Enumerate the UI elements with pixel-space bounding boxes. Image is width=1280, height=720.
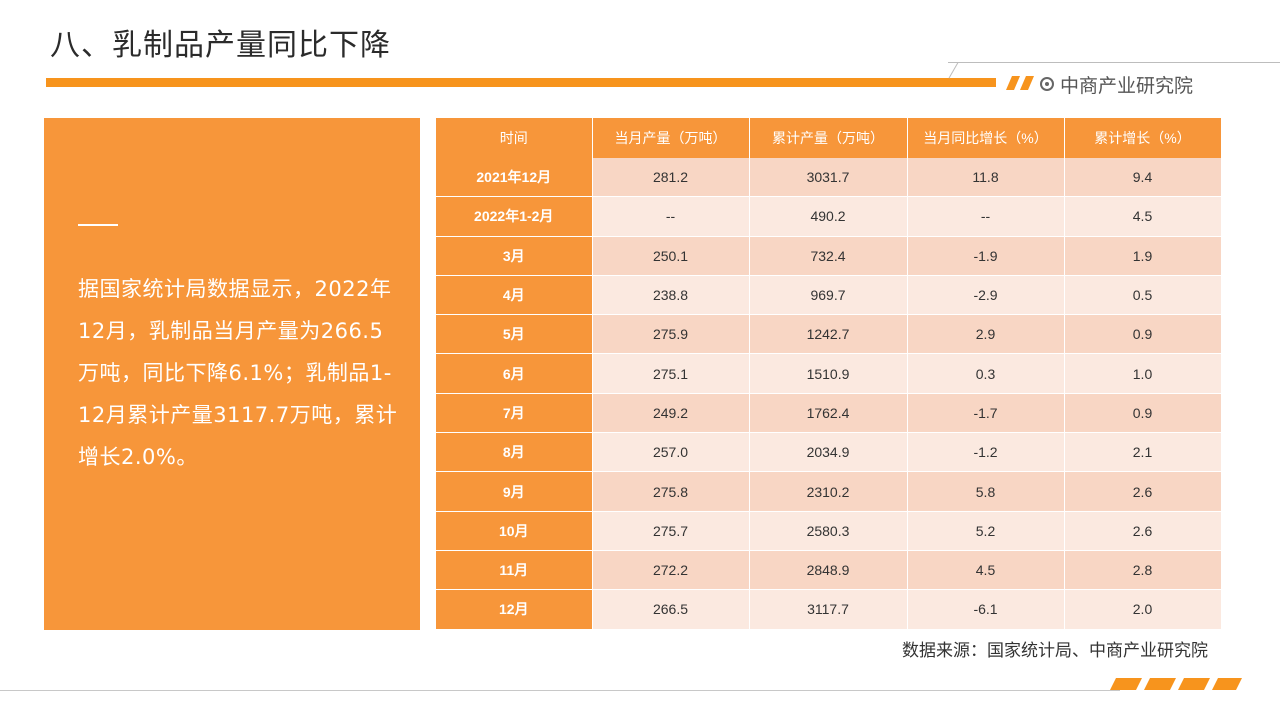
table-cell: 1762.4 <box>749 393 908 434</box>
table-cell: 2.0 <box>1064 589 1222 630</box>
data-source-note: 数据来源：国家统计局、中商产业研究院 <box>902 641 1208 661</box>
table-cell: 2.6 <box>1064 511 1222 551</box>
table-cell: 2.8 <box>1064 550 1222 591</box>
table-cell: 732.4 <box>749 236 908 276</box>
header-divider <box>948 62 1280 63</box>
table-cell: 257.0 <box>592 432 750 473</box>
header-divider-slant <box>948 62 959 79</box>
row-label: 2022年1-2月 <box>436 196 593 237</box>
row-label: 11月 <box>436 550 593 591</box>
column-header-cumulative-output: 累计产量（万吨） <box>749 118 908 158</box>
table-cell: 1510.9 <box>749 353 908 394</box>
column-header-cumulative-growth: 累计增长（%） <box>1064 118 1222 158</box>
row-label: 5月 <box>436 314 593 355</box>
table-row: 10月 275.7 2580.3 5.2 2.6 <box>436 511 1222 551</box>
row-label: 3月 <box>436 236 593 276</box>
table-cell: -- <box>592 196 750 237</box>
table-cell: 2310.2 <box>749 471 908 512</box>
decorative-stripes-icon <box>1006 76 1034 90</box>
table-row: 2022年1-2月 -- 490.2 -- 4.5 <box>436 196 1222 237</box>
table-row: 11月 272.2 2848.9 4.5 2.8 <box>436 550 1222 591</box>
table-row: 6月 275.1 1510.9 0.3 1.0 <box>436 353 1222 394</box>
column-header-time: 时间 <box>436 118 593 158</box>
table-cell: 490.2 <box>749 196 908 237</box>
table-cell: -1.7 <box>907 393 1065 434</box>
table-cell: 266.5 <box>592 589 750 630</box>
table-cell: 0.9 <box>1064 393 1222 434</box>
table-cell: -1.2 <box>907 432 1065 473</box>
table-row: 8月 257.0 2034.9 -1.2 2.1 <box>436 432 1222 473</box>
table-cell: 5.2 <box>907 511 1065 551</box>
table-row: 12月 266.5 3117.7 -6.1 2.0 <box>436 589 1222 630</box>
table-cell: 5.8 <box>907 471 1065 512</box>
table-cell: 4.5 <box>1064 196 1222 237</box>
summary-text: 据国家统计局数据显示，2022年12月，乳制品当月产量为266.5万吨，同比下降… <box>78 277 398 469</box>
brand-logo: 中商产业研究院 <box>1040 72 1194 97</box>
row-label: 12月 <box>436 589 593 630</box>
table-cell: 3117.7 <box>749 589 908 630</box>
footer-stripes-icon <box>1110 678 1242 690</box>
table-cell: 2034.9 <box>749 432 908 473</box>
table-cell: 275.8 <box>592 471 750 512</box>
table-cell: 2.6 <box>1064 471 1222 512</box>
table-cell: -1.9 <box>907 236 1065 276</box>
table-cell: 1.0 <box>1064 353 1222 394</box>
table-cell: 2848.9 <box>749 550 908 591</box>
table-cell: 238.8 <box>592 275 750 316</box>
table-cell: 272.2 <box>592 550 750 591</box>
column-header-monthly-output: 当月产量（万吨） <box>592 118 750 158</box>
table-cell: 2.1 <box>1064 432 1222 473</box>
dairy-production-table: 时间 当月产量（万吨） 累计产量（万吨） 当月同比增长（%） 累计增长（%） 2… <box>436 118 1222 630</box>
table-cell: 2580.3 <box>749 511 908 551</box>
row-label: 4月 <box>436 275 593 316</box>
table-cell: 275.9 <box>592 314 750 355</box>
row-label: 2021年12月 <box>436 158 593 198</box>
table-cell: 1242.7 <box>749 314 908 355</box>
table-row: 4月 238.8 969.7 -2.9 0.5 <box>436 275 1222 316</box>
table-cell: 250.1 <box>592 236 750 276</box>
row-label: 9月 <box>436 471 593 512</box>
table-cell: 1.9 <box>1064 236 1222 276</box>
page-title: 八、乳制品产量同比下降 <box>50 28 391 63</box>
table-cell: -- <box>907 196 1065 237</box>
row-label: 10月 <box>436 511 593 551</box>
table-header-row: 时间 当月产量（万吨） 累计产量（万吨） 当月同比增长（%） 累计增长（%） <box>436 118 1222 158</box>
table-cell: 0.5 <box>1064 275 1222 316</box>
table-row: 9月 275.8 2310.2 5.8 2.6 <box>436 471 1222 512</box>
table-row: 2021年12月 281.2 3031.7 11.8 9.4 <box>436 158 1222 198</box>
table-cell: 275.7 <box>592 511 750 551</box>
table-cell: 281.2 <box>592 158 750 198</box>
table-cell: 11.8 <box>907 158 1065 198</box>
table-cell: 4.5 <box>907 550 1065 591</box>
table-cell: 0.9 <box>1064 314 1222 355</box>
title-underline-bar <box>46 78 996 87</box>
panel-dash-divider <box>78 224 118 226</box>
row-label: 6月 <box>436 353 593 394</box>
table-row: 7月 249.2 1762.4 -1.7 0.9 <box>436 393 1222 434</box>
column-header-monthly-yoy: 当月同比增长（%） <box>907 118 1065 158</box>
footer-divider <box>0 690 1120 691</box>
table-cell: 249.2 <box>592 393 750 434</box>
table-cell: 3031.7 <box>749 158 908 198</box>
table-row: 3月 250.1 732.4 -1.9 1.9 <box>436 236 1222 276</box>
row-label: 7月 <box>436 393 593 434</box>
table-cell: 275.1 <box>592 353 750 394</box>
table-cell: 969.7 <box>749 275 908 316</box>
summary-panel: 据国家统计局数据显示，2022年12月，乳制品当月产量为266.5万吨，同比下降… <box>44 118 420 630</box>
table-cell: 0.3 <box>907 353 1065 394</box>
brand-name: 中商产业研究院 <box>1060 74 1194 97</box>
target-icon <box>1040 77 1054 91</box>
table-cell: 2.9 <box>907 314 1065 355</box>
row-label: 8月 <box>436 432 593 473</box>
table-cell: -6.1 <box>907 589 1065 630</box>
table-cell: -2.9 <box>907 275 1065 316</box>
table-row: 5月 275.9 1242.7 2.9 0.9 <box>436 314 1222 355</box>
table-cell: 9.4 <box>1064 158 1222 198</box>
